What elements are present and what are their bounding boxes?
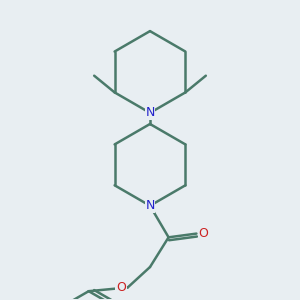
Text: O: O: [116, 281, 126, 294]
Text: N: N: [145, 106, 155, 119]
Text: O: O: [198, 227, 208, 240]
Text: N: N: [145, 199, 155, 212]
